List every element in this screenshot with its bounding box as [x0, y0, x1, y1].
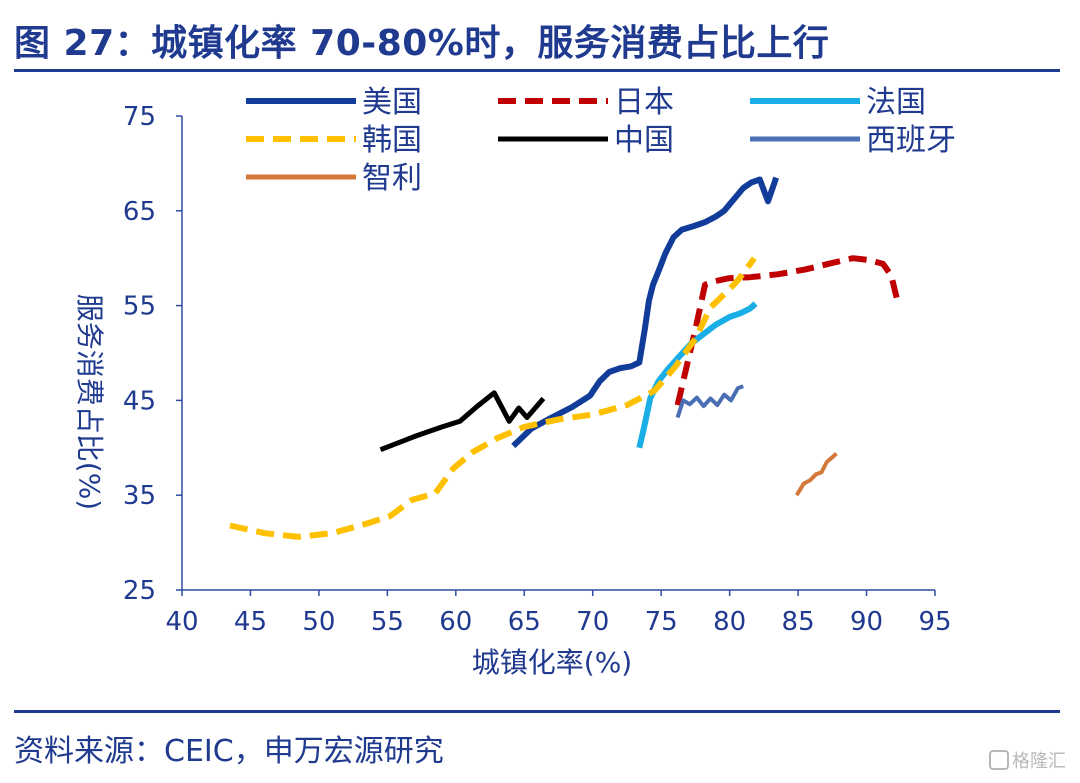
y-tick-label: 75: [123, 102, 156, 132]
legend-label-1: 日本: [614, 85, 674, 120]
x-tick-label: 70: [576, 607, 609, 637]
footer-divider: [14, 710, 1060, 713]
x-tick-label: 85: [782, 607, 815, 637]
y-tick-label: 45: [123, 386, 156, 416]
x-tick-label: 45: [234, 607, 267, 637]
legend-label-2: 法国: [866, 85, 926, 120]
x-tick-label: 90: [850, 607, 883, 637]
series-line-5: [675, 384, 744, 419]
y-tick-label: 25: [123, 576, 156, 606]
chart-axes: 40 45 50 55 60 65 70 75 80 85 90 95 25 35 45 55 65 75: [123, 102, 952, 637]
y-tick-label: 65: [123, 197, 156, 227]
legend-label-4: 中国: [614, 123, 674, 158]
chart-canvas: 40 45 50 55 60 65 70 75 80 85 90 95 25 35 45 55 65 75 美国 日…: [73, 85, 956, 679]
x-tick-label: 40: [165, 607, 198, 637]
series-line-3: [229, 256, 757, 540]
legend-label-6: 智利: [362, 161, 422, 196]
x-tick-label: 50: [302, 607, 335, 637]
watermark-text: 格隆汇: [1012, 751, 1066, 772]
y-tick-label: 55: [123, 292, 156, 322]
watermark-logo-icon: [989, 750, 1009, 770]
series-line-1: [674, 255, 900, 406]
y-axis-title: 服务消费占比(%): [73, 294, 106, 510]
x-tick-label: 60: [439, 607, 472, 637]
title-divider: [14, 69, 1060, 72]
x-tick-label: 80: [713, 607, 746, 637]
series-line-0: [511, 176, 780, 449]
legend-label-0: 美国: [362, 85, 422, 120]
watermark: 格隆汇: [989, 747, 1066, 773]
x-tick-label: 75: [645, 607, 678, 637]
x-tick-label: 95: [918, 607, 951, 637]
chart-title: 图 27：城镇化率 70-80%时，服务消费占比上行: [14, 23, 830, 64]
series-line-4: [379, 390, 546, 453]
series-line-6: [794, 452, 838, 497]
legend-label-3: 韩国: [362, 123, 422, 158]
x-tick-label: 65: [508, 607, 541, 637]
chart-series: [229, 176, 900, 540]
x-tick-label: 55: [371, 607, 404, 637]
x-axis-title: 城镇化率(%): [472, 646, 632, 679]
y-tick-label: 35: [123, 481, 156, 511]
source-note: 资料来源：CEIC，申万宏源研究: [14, 734, 444, 769]
legend-label-5: 西班牙: [866, 123, 956, 158]
